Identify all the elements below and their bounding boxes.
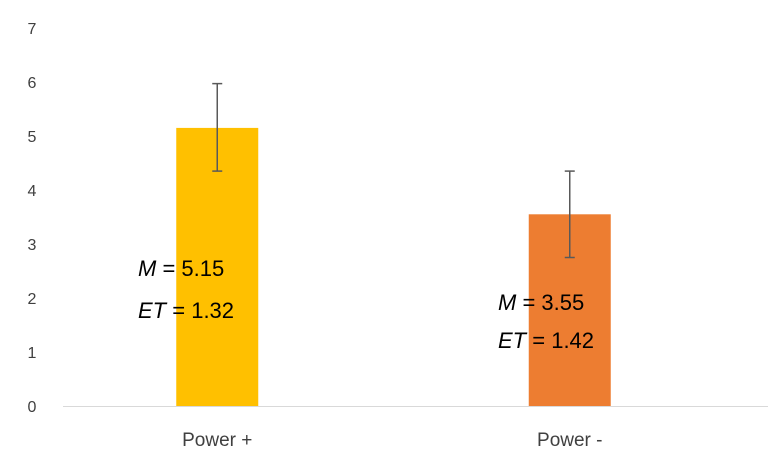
mean-label: M — [498, 290, 517, 315]
y-tick-label: 0 — [28, 399, 37, 416]
bars — [176, 127, 611, 407]
sd-value: = 1.42 — [532, 328, 594, 353]
annotations: M = 5.15 ET = 1.32 M = 3.55 ET = 1.42 — [138, 256, 594, 353]
error-bars — [212, 82, 575, 259]
sd-annotation: ET = 1.32 — [138, 298, 234, 323]
mean-annotation: M = 5.15 — [138, 256, 224, 281]
x-axis-categories: Power + Power - — [182, 430, 602, 451]
annotation-group: M = 3.55 ET = 1.42 — [498, 290, 594, 353]
y-tick-label: 4 — [28, 183, 37, 200]
sd-label: ET — [498, 328, 528, 353]
x-category-label: Power + — [182, 430, 252, 451]
mean-label: M — [138, 256, 157, 281]
annotation-group: M = 5.15 ET = 1.32 — [138, 256, 234, 323]
y-tick-label: 3 — [28, 237, 37, 254]
bar-power-plus — [176, 127, 259, 407]
y-axis-ticks: 0 1 2 3 4 5 6 7 — [28, 21, 37, 416]
mean-annotation: M = 3.55 — [498, 290, 584, 315]
sd-value: = 1.32 — [172, 298, 234, 323]
mean-value: = 5.15 — [162, 256, 224, 281]
sd-annotation: ET = 1.42 — [498, 328, 594, 353]
mean-value: = 3.55 — [522, 290, 584, 315]
error-bar — [564, 170, 575, 259]
y-tick-label: 7 — [28, 21, 37, 38]
y-tick-label: 6 — [28, 75, 37, 92]
x-category-label: Power - — [537, 430, 602, 451]
y-tick-label: 2 — [28, 291, 37, 308]
y-tick-label: 1 — [28, 345, 37, 362]
y-tick-label: 5 — [28, 129, 37, 146]
error-bar — [212, 82, 223, 172]
sd-label: ET — [138, 298, 168, 323]
